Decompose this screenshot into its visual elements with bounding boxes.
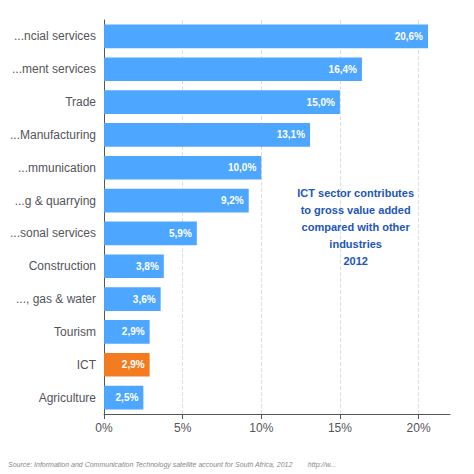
svg-text:...Manufacturing: ...Manufacturing [10,128,96,142]
svg-text:Source: Information and Commun: Source: Information and Communication Te… [8,461,336,469]
svg-text:ICT: ICT [77,358,97,372]
svg-text:...ment services: ...ment services [12,62,96,76]
svg-text:10%: 10% [249,421,273,435]
svg-text:...ncial services: ...ncial services [14,29,96,43]
svg-text:2,9%: 2,9% [122,326,145,337]
svg-text:5%: 5% [174,421,192,435]
svg-text:2012: 2012 [343,255,367,267]
svg-text:16,4%: 16,4% [329,64,357,75]
svg-text:..., gas & water: ..., gas & water [16,292,96,306]
svg-text:13,1%: 13,1% [277,129,305,140]
svg-text:...sonal services: ...sonal services [10,226,96,240]
svg-text:15%: 15% [328,421,352,435]
svg-text:Agriculture: Agriculture [39,391,97,405]
svg-text:15,0%: 15,0% [307,97,335,108]
svg-text:2,9%: 2,9% [122,359,145,370]
svg-text:compared with other: compared with other [302,221,411,233]
svg-text:20,6%: 20,6% [395,31,423,42]
svg-text:0%: 0% [95,421,113,435]
svg-text:...g & quarrying: ...g & quarrying [15,194,96,208]
svg-text:2,5%: 2,5% [116,392,139,403]
svg-text:ICT sector contributes: ICT sector contributes [297,187,414,199]
svg-text:industries: industries [329,238,382,250]
svg-text:10,0%: 10,0% [228,162,256,173]
svg-text:20%: 20% [407,421,431,435]
svg-text:3,6%: 3,6% [133,294,156,305]
svg-text:Tourism: Tourism [54,325,96,339]
svg-text:3,8%: 3,8% [136,261,159,272]
svg-text:5,9%: 5,9% [169,228,192,239]
svg-text:9,2%: 9,2% [221,195,244,206]
svg-text:...mmunication: ...mmunication [18,161,96,175]
svg-text:Trade: Trade [65,95,96,109]
svg-text:Construction: Construction [29,259,96,273]
svg-text:to gross value added: to gross value added [301,204,411,216]
